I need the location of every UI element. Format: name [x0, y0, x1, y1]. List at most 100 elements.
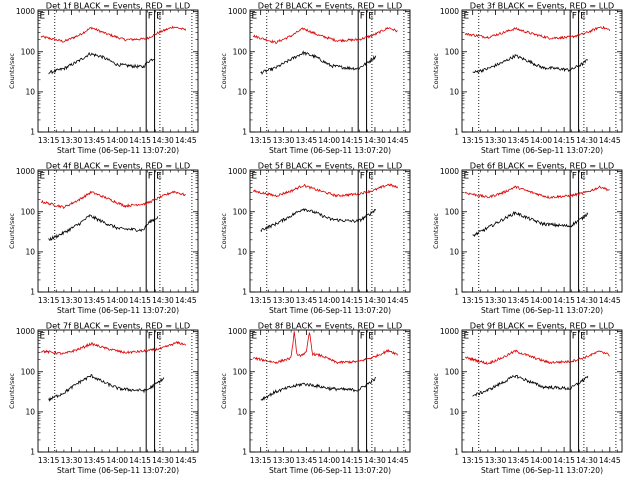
events-series-line	[260, 207, 377, 233]
lld-series-line	[252, 183, 399, 198]
detector-panel: Det 6f BLACK = Events, RED = LLD Counts/s…	[432, 161, 623, 315]
x-tick-label: 13:30	[61, 296, 83, 305]
x-tick-label: 14:00	[530, 456, 552, 465]
x-tick-label: 13:45	[296, 296, 318, 305]
y-tick-label: 1	[30, 448, 35, 457]
x-tick-label: 14:00	[318, 456, 340, 465]
detector-panel: Det 3f BLACK = Events, RED = LLD Counts/s…	[432, 1, 623, 155]
marker-label: E	[368, 172, 374, 182]
marker-label: E	[580, 172, 586, 182]
x-tick-label: 14:45	[175, 296, 197, 305]
corner-label: E	[464, 332, 470, 342]
x-tick-label: 13:30	[61, 456, 83, 465]
x-tick-label: 14:15	[553, 296, 575, 305]
y-tick-label: 10	[449, 247, 459, 256]
x-tick-label: 14:15	[129, 136, 151, 145]
x-tick-label: 13:45	[508, 296, 530, 305]
x-tick-label: 14:15	[341, 296, 363, 305]
x-tick-label: 14:45	[387, 296, 409, 305]
x-tick-label: 14:15	[341, 456, 363, 465]
x-tick-label: 14:45	[175, 456, 197, 465]
marker-label: E	[156, 172, 162, 182]
lld-series-line	[40, 25, 187, 43]
y-axis-label: Counts/sec	[8, 53, 16, 89]
y-tick-label: 1000	[228, 167, 247, 176]
y-tick-label: 100	[445, 367, 460, 376]
x-tick-label: 13:45	[84, 296, 106, 305]
marker-label: E	[156, 12, 162, 22]
x-tick-label: 14:30	[152, 296, 174, 305]
x-tick-label: 14:30	[576, 456, 598, 465]
x-axis-label: Start Time (06-Sep-11 13:07:20)	[57, 306, 179, 315]
y-tick-label: 10	[25, 247, 35, 256]
marker-label: F	[148, 12, 153, 22]
marker-label: E	[580, 12, 586, 22]
events-series-line	[260, 376, 376, 401]
detector-panel: Det 1f BLACK = Events, RED = LLD Counts/s…	[8, 1, 199, 155]
detector-panel: Det 9f BLACK = Events, RED = LLD Counts/s…	[432, 321, 623, 475]
y-tick-label: 1000	[440, 167, 459, 176]
lld-series-line	[40, 190, 187, 210]
y-tick-label: 1000	[228, 327, 247, 336]
panel-title: Det 9f BLACK = Events, RED = LLD	[470, 321, 614, 331]
lld-series-line	[464, 25, 611, 40]
x-tick-label: 14:30	[364, 456, 386, 465]
plot-frame	[461, 169, 623, 293]
x-axis-label: Start Time (06-Sep-11 13:07:20)	[481, 466, 603, 475]
plot-frame	[37, 169, 199, 293]
x-tick-label: 13:45	[508, 456, 530, 465]
x-tick-label: 14:00	[106, 136, 128, 145]
x-tick-label: 14:45	[599, 296, 621, 305]
x-tick-label: 13:15	[250, 456, 272, 465]
x-tick-label: 13:45	[508, 136, 530, 145]
y-axis-label: Counts/sec	[8, 373, 16, 409]
y-tick-label: 1000	[16, 327, 35, 336]
marker-label: E	[368, 12, 374, 22]
x-tick-label: 13:15	[38, 456, 60, 465]
y-tick-label: 100	[21, 367, 36, 376]
x-tick-label: 13:30	[485, 456, 507, 465]
marker-label: F	[360, 332, 365, 342]
events-series-line	[472, 53, 589, 74]
marker-label: F	[572, 172, 577, 182]
plot-frame	[461, 329, 623, 453]
panel-title: Det 1f BLACK = Events, RED = LLD	[46, 1, 190, 11]
y-tick-label: 1000	[16, 7, 35, 16]
marker-label: E	[368, 332, 374, 342]
x-tick-label: 14:15	[129, 456, 151, 465]
marker-label: F	[148, 332, 153, 342]
plot-frame	[461, 9, 623, 133]
corner-label: E	[464, 172, 470, 182]
x-tick-label: 13:15	[250, 136, 272, 145]
plot-frame	[37, 9, 199, 133]
x-tick-label: 14:30	[152, 136, 174, 145]
y-tick-label: 1000	[16, 167, 35, 176]
y-tick-label: 1	[242, 128, 247, 137]
marker-label: F	[360, 12, 365, 22]
x-axis-label: Start Time (06-Sep-11 13:07:20)	[57, 146, 179, 155]
x-tick-label: 14:45	[387, 136, 409, 145]
panel-title: Det 6f BLACK = Events, RED = LLD	[470, 161, 614, 171]
y-tick-label: 100	[233, 207, 248, 216]
x-tick-label: 13:15	[462, 296, 484, 305]
y-tick-label: 10	[449, 87, 459, 96]
plot-frame	[249, 329, 411, 453]
y-tick-label: 10	[237, 407, 247, 416]
y-axis-label: Counts/sec	[220, 213, 228, 249]
x-tick-label: 14:30	[364, 296, 386, 305]
x-tick-label: 13:30	[273, 136, 295, 145]
y-tick-label: 1	[30, 288, 35, 297]
lld-series-line	[40, 340, 187, 356]
x-tick-label: 13:30	[273, 456, 295, 465]
events-series-line	[260, 50, 377, 75]
x-tick-label: 14:30	[576, 296, 598, 305]
x-tick-label: 14:15	[553, 456, 575, 465]
corner-label: E	[40, 172, 46, 182]
x-axis-label: Start Time (06-Sep-11 13:07:20)	[269, 466, 391, 475]
y-tick-label: 100	[445, 207, 460, 216]
marker-label: F	[360, 172, 365, 182]
lld-series-line	[464, 349, 610, 365]
y-tick-label: 1000	[440, 327, 459, 336]
y-tick-label: 10	[449, 407, 459, 416]
